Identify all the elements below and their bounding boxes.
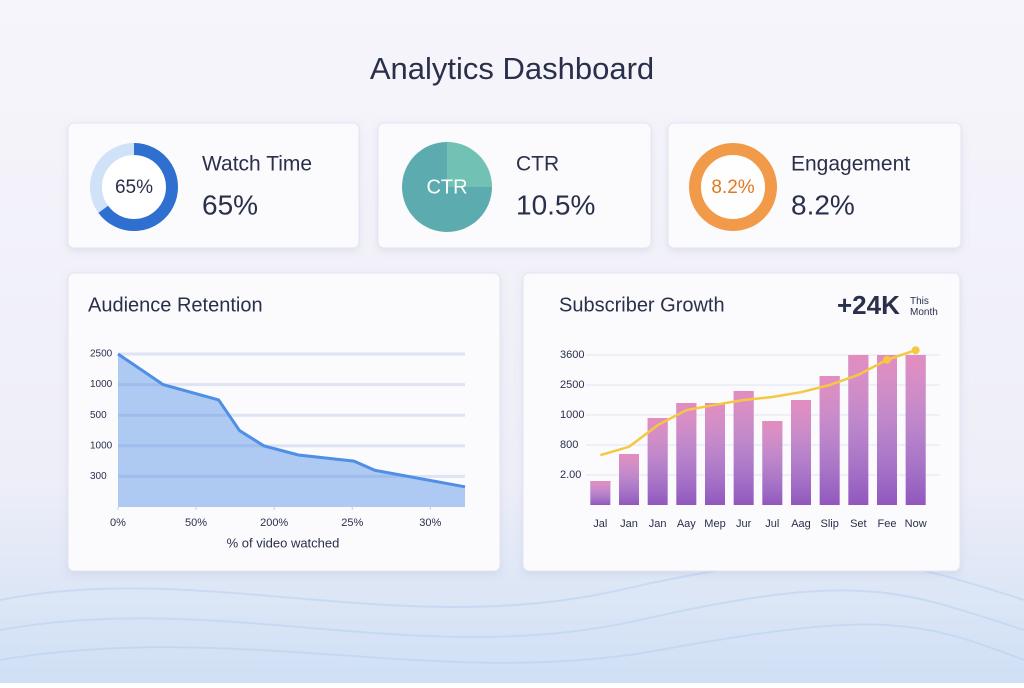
y-tick-label: 300 [90, 471, 107, 482]
chart-title: Audience Retention [88, 294, 263, 316]
chart-title: Subscriber Growth [559, 294, 725, 316]
bar-shine [647, 418, 668, 505]
trend-dot [911, 346, 920, 355]
headline: +24K [837, 290, 900, 320]
kpi-title: Watch Time [202, 153, 312, 176]
x-tick-label: Jan [649, 518, 667, 530]
x-tick-label: Mep [704, 518, 725, 530]
trend-line [599, 349, 917, 457]
x-tick-label: Jur [736, 518, 752, 530]
page-title: Analytics Dashboard [370, 51, 654, 86]
gauge-slice [447, 142, 492, 187]
gauge-track [689, 143, 777, 231]
bar-shine [590, 481, 611, 505]
bar-shine [819, 376, 840, 505]
bar-shine [762, 421, 783, 505]
card [67, 272, 501, 572]
bar-shine [676, 403, 697, 505]
bar-shine [619, 454, 639, 505]
x-tick-label: Slip [820, 518, 838, 530]
kpi-value: 10.5% [516, 189, 595, 220]
gauge-label: 65% [115, 177, 153, 198]
x-tick-label: 30% [419, 517, 441, 529]
x-tick-label: 200% [260, 517, 288, 529]
x-axis-label: % of video watched [227, 535, 340, 550]
x-tick-label: Aay [677, 518, 696, 530]
x-tick-label: Now [905, 518, 927, 530]
gauge-arc [98, 143, 178, 231]
bar-shine [848, 355, 869, 505]
x-tick-label: Fee [878, 518, 897, 530]
y-tick-label: 3600 [560, 349, 584, 361]
y-tick-label: 2.00 [560, 469, 581, 481]
headline-note-box: This Month [910, 296, 938, 318]
bar-shine [705, 403, 725, 505]
x-tick-label: 25% [341, 517, 363, 529]
x-tick-label: 0% [110, 517, 126, 529]
kpi-title: Engagement [791, 153, 910, 176]
x-tick-label: Jal [593, 518, 607, 530]
y-tick-label: 1000 [90, 379, 113, 390]
y-tick-label: 500 [90, 410, 107, 421]
x-tick-label: Set [850, 518, 867, 530]
y-tick-label: 1000 [90, 440, 113, 451]
trend-dot [883, 355, 891, 364]
x-tick-label: 50% [185, 517, 207, 529]
bar-shine [733, 391, 754, 505]
kpi-title: CTR [516, 153, 559, 176]
y-tick-label: 1000 [560, 409, 584, 421]
x-tick-label: Jan [620, 518, 638, 530]
bar-shine [905, 355, 926, 505]
x-tick-label: Jul [765, 518, 779, 530]
y-tick-label: 800 [560, 439, 578, 451]
area [118, 354, 465, 507]
bar-shine [791, 400, 811, 505]
kpi-value: 65% [202, 189, 258, 220]
headline-note: This Month [910, 296, 938, 318]
gauge-label: CTR [426, 176, 467, 198]
bar-shine [877, 355, 897, 505]
y-tick-label: 2500 [90, 349, 113, 360]
gauge-label: 8.2% [711, 177, 754, 198]
kpi-value: 8.2% [791, 189, 855, 220]
x-tick-label: Aag [791, 518, 811, 530]
y-tick-label: 2500 [560, 379, 584, 391]
line [117, 352, 466, 489]
